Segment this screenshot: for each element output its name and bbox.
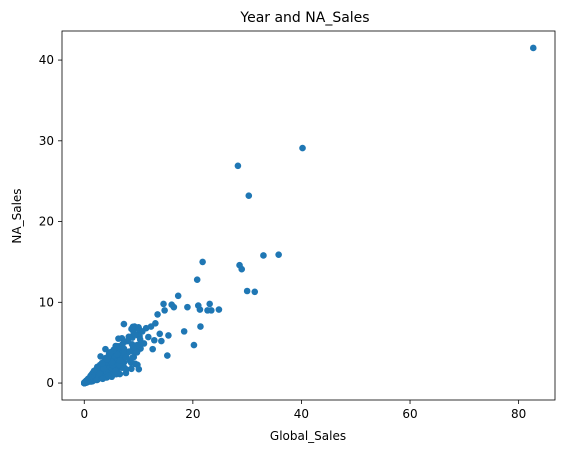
data-point bbox=[194, 302, 202, 309]
data-point bbox=[154, 311, 161, 318]
y-tick-label: 10 bbox=[39, 295, 54, 309]
data-point bbox=[180, 328, 188, 335]
data-point bbox=[136, 336, 144, 343]
data-point bbox=[107, 349, 114, 356]
data-point bbox=[132, 331, 139, 338]
data-point bbox=[118, 342, 126, 350]
y-tick-label: 0 bbox=[46, 376, 54, 390]
data-point bbox=[234, 162, 242, 170]
data-point bbox=[158, 337, 165, 345]
data-points bbox=[80, 44, 537, 387]
data-point bbox=[98, 360, 106, 367]
data-point bbox=[164, 352, 171, 359]
x-axis-ticks: 0 20 40 60 80 bbox=[80, 400, 526, 421]
data-point bbox=[122, 353, 130, 361]
data-point bbox=[115, 335, 122, 342]
data-point bbox=[197, 323, 204, 330]
data-point bbox=[111, 367, 119, 375]
data-point bbox=[97, 353, 104, 360]
data-point bbox=[105, 372, 112, 380]
x-tick-label: 60 bbox=[402, 407, 417, 421]
data-point bbox=[95, 370, 103, 377]
data-point bbox=[275, 251, 282, 258]
data-point bbox=[122, 369, 130, 377]
y-tick-label: 30 bbox=[39, 134, 54, 148]
data-point bbox=[245, 192, 253, 200]
data-point bbox=[243, 287, 251, 295]
data-point bbox=[128, 325, 135, 333]
data-point bbox=[251, 288, 259, 296]
data-point bbox=[151, 336, 158, 344]
y-axis-ticks: 0 10 20 30 40 bbox=[39, 53, 62, 390]
x-tick-label: 80 bbox=[511, 407, 526, 421]
data-point bbox=[108, 358, 116, 366]
data-point bbox=[120, 320, 128, 328]
data-point bbox=[116, 357, 124, 364]
data-point bbox=[145, 333, 152, 341]
data-point bbox=[236, 261, 243, 269]
data-point bbox=[133, 349, 141, 356]
data-point bbox=[161, 307, 168, 314]
y-tick-label: 40 bbox=[39, 53, 54, 67]
x-axis-label: Global_Sales bbox=[270, 429, 346, 443]
data-point bbox=[156, 330, 164, 338]
data-point bbox=[299, 144, 306, 152]
data-point bbox=[102, 345, 109, 353]
data-point bbox=[128, 365, 135, 373]
data-point bbox=[174, 292, 182, 300]
data-point bbox=[129, 354, 136, 362]
data-point bbox=[204, 307, 211, 314]
y-axis-label: NA_Sales bbox=[10, 188, 24, 243]
data-point bbox=[132, 360, 139, 368]
chart-title: Year and NA_Sales bbox=[239, 10, 369, 26]
x-tick-label: 40 bbox=[294, 407, 309, 421]
data-point bbox=[126, 348, 133, 355]
data-point bbox=[190, 341, 198, 349]
plot-frame bbox=[61, 30, 556, 401]
data-point bbox=[193, 276, 201, 283]
data-point bbox=[103, 356, 111, 363]
data-point bbox=[215, 306, 223, 313]
data-point bbox=[529, 44, 537, 52]
y-tick-label: 20 bbox=[39, 215, 54, 229]
data-point bbox=[165, 332, 172, 339]
data-point bbox=[124, 337, 131, 345]
data-point bbox=[81, 379, 88, 387]
x-tick-label: 0 bbox=[80, 407, 88, 421]
data-point bbox=[184, 303, 191, 311]
data-point bbox=[149, 345, 156, 353]
data-point bbox=[206, 300, 213, 308]
data-point bbox=[199, 258, 206, 266]
data-point bbox=[168, 301, 175, 309]
x-tick-label: 20 bbox=[185, 407, 200, 421]
data-point bbox=[135, 324, 142, 331]
data-point bbox=[160, 300, 167, 308]
data-point bbox=[260, 252, 267, 259]
